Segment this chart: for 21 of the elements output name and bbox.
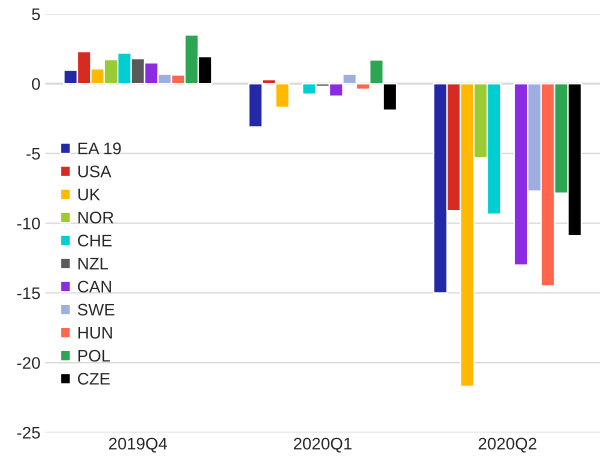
legend-label: EA 19 (78, 142, 121, 154)
legend-label: SWE (78, 304, 114, 316)
legend-label: USA (78, 166, 112, 178)
y-tick-label: -10 (17, 218, 40, 230)
legend-label: HUN (78, 327, 112, 339)
x-tick-label: 2020Q1 (294, 438, 352, 453)
y-tick-label: -25 (17, 426, 40, 439)
legend-label: NZL (78, 258, 108, 270)
x-tick-label: 2019Q4 (109, 438, 168, 453)
legend-label: NOR (78, 212, 114, 224)
legend-label: CZE (78, 372, 110, 385)
y-tick-label: -15 (17, 288, 40, 300)
x-tick-label: 2020Q2 (478, 438, 536, 453)
legend-label: POL (78, 350, 110, 362)
legend-label: UK (78, 188, 100, 200)
y-tick-label: 0 (32, 78, 40, 90)
legend-label: CHE (78, 234, 112, 246)
y-tick-label: -20 (17, 357, 40, 369)
legend-label: CAN (78, 280, 111, 293)
y-tick-label: 5 (32, 8, 40, 20)
y-tick-label: -5 (26, 148, 40, 160)
